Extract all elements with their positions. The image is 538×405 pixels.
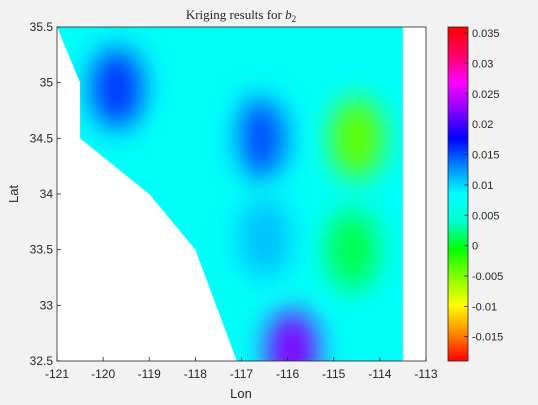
heatmap-blobs xyxy=(90,48,383,361)
y-tick-label: 35.5 xyxy=(30,20,54,34)
x-tick-label: -116 xyxy=(276,367,299,381)
x-tick-label: -118 xyxy=(184,367,207,381)
x-tick-labels: -121 -120 -119 -118 -117 -116 -115 -114 -113 xyxy=(45,367,438,381)
heatmap-feature-4 xyxy=(330,98,383,179)
colorbar-tick-label: 0.01 xyxy=(472,180,493,192)
heatmap-feature-1 xyxy=(233,98,286,179)
heatmap-feature-2 xyxy=(238,198,291,279)
y-tick-label: 34 xyxy=(40,187,54,201)
colorbar-tick-label: 0 xyxy=(472,241,478,253)
colorbar-tick-label: -0.01 xyxy=(472,301,497,313)
colorbar-tick-label: -0.005 xyxy=(472,271,503,283)
heatmap-feature-0 xyxy=(90,48,143,129)
x-tick-label: -121 xyxy=(45,367,69,381)
x-tick-label: -115 xyxy=(322,367,345,381)
colorbar-tick-label: 0.005 xyxy=(472,210,500,222)
colorbar-tick-label: 0.015 xyxy=(472,150,500,162)
y-tick-label: 34.5 xyxy=(30,131,54,145)
axes xyxy=(56,26,427,362)
colorbar xyxy=(447,26,469,362)
heatmap-feature-5 xyxy=(326,209,379,290)
heatmap-feature-3 xyxy=(266,309,319,361)
colorbar-tick-label: -0.015 xyxy=(472,332,503,344)
colorbar-tick-label: 0.025 xyxy=(472,89,500,101)
heatmap-feature-6 xyxy=(178,109,231,190)
y-tick-label: 32.5 xyxy=(30,354,54,368)
x-tick-label: -120 xyxy=(91,367,115,381)
x-tick-label: -114 xyxy=(368,367,391,381)
x-tick-label: -117 xyxy=(230,367,253,381)
y-tick-label: 33.5 xyxy=(30,243,54,257)
y-tick-labels: 32.5 33 33.5 34 34.5 35 35.5 xyxy=(30,20,54,368)
colorbar-tick-labels: 0.035 0.03 0.025 0.02 0.015 0.01 0.005 0 -0.005 -… xyxy=(464,28,503,344)
y-tick-label: 33 xyxy=(40,298,54,312)
colorbar-tick-label: 0.03 xyxy=(472,58,493,70)
chart-title: Kriging results for b2 xyxy=(186,7,296,24)
colorbar-tick-label: 0.035 xyxy=(472,28,500,40)
x-axis-label: Lon xyxy=(230,386,252,401)
colorbar-tick-label: 0.02 xyxy=(472,119,493,131)
y-axis-label: Lat xyxy=(6,185,21,203)
y-tick-label: 35 xyxy=(40,76,54,90)
x-tick-label: -113 xyxy=(414,367,437,381)
x-tick-label: -119 xyxy=(138,367,161,381)
heatmap-surface xyxy=(57,27,403,361)
